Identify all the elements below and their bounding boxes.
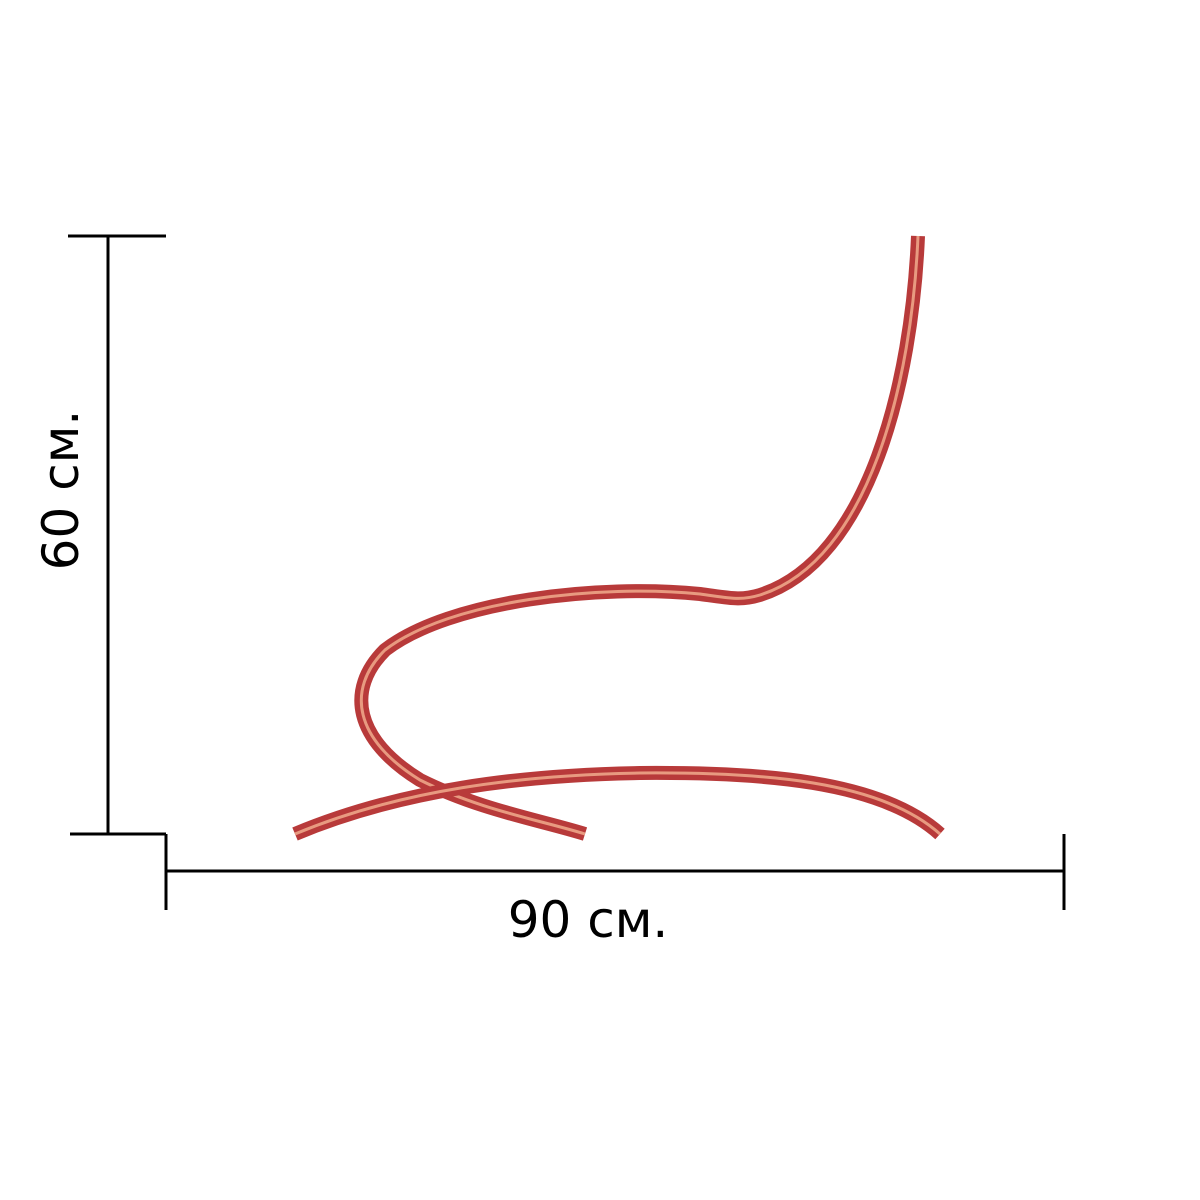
height-label: 60 см. (32, 410, 90, 571)
chair-outline (292, 235, 945, 841)
dimension-lines (68, 234, 1066, 910)
width-label: 90 см. (508, 891, 669, 949)
